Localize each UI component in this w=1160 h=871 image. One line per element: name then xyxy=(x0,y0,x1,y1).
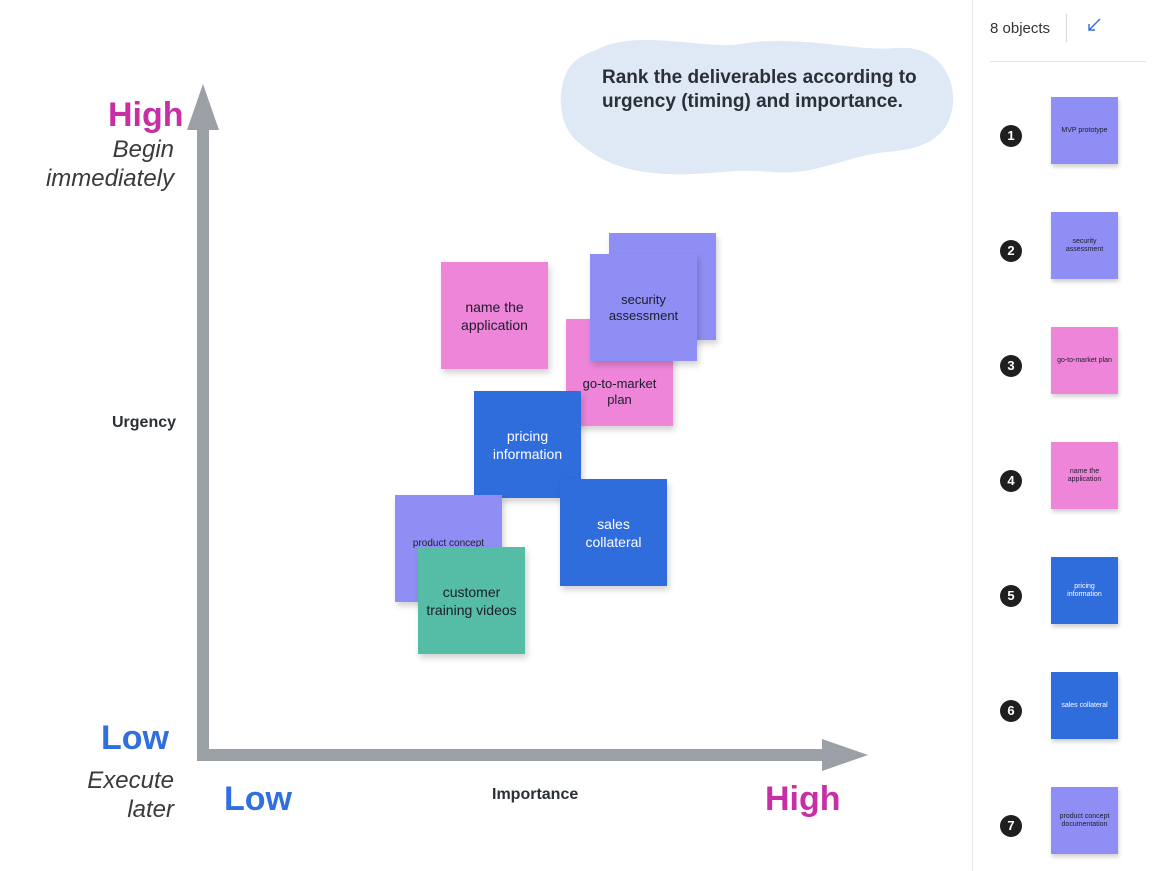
collapse-arrow-icon[interactable] xyxy=(1082,17,1106,41)
item-thumbnail-text: pricing information xyxy=(1067,582,1102,598)
sticky-note-customer-training-videos[interactable]: customer training videos xyxy=(418,547,525,654)
y-axis-high-sub-line-2: immediately xyxy=(45,165,174,192)
list-item[interactable]: 4 name the application xyxy=(990,442,1150,514)
item-thumbnail-text: name the application xyxy=(1067,467,1102,483)
sticky-note-text: sales collateral xyxy=(585,515,642,550)
sticky-note-security-assessment[interactable]: security assessment xyxy=(590,254,697,361)
rank-number-badge: 6 xyxy=(1000,700,1022,722)
item-thumbnail-text: security assessment xyxy=(1065,237,1104,253)
y-axis-low-subtitle: Execute later xyxy=(87,766,174,824)
item-thumbnail-text: MVP prototype xyxy=(1061,126,1108,134)
sticky-note-text: security assessment xyxy=(608,291,679,323)
item-thumbnail-text: go-to-market plan xyxy=(1057,356,1112,364)
y-axis-low-label: Low xyxy=(101,719,169,757)
object-count: 8 objects xyxy=(990,20,1051,37)
sticky-note-sales-collateral[interactable]: sales collateral xyxy=(560,479,667,586)
rank-number-badge: 3 xyxy=(1000,355,1022,377)
item-thumbnail[interactable]: security assessment xyxy=(1051,212,1118,279)
board-canvas[interactable]: Rank the deliverables according to urgen… xyxy=(0,0,972,871)
rank-number-badge: 7 xyxy=(1000,815,1022,837)
rank-number-badge: 1 xyxy=(1000,125,1022,147)
list-item[interactable]: 3 go-to-market plan xyxy=(990,327,1150,399)
list-item[interactable]: 7 product concept documentation xyxy=(990,787,1150,859)
rank-number-badge: 2 xyxy=(1000,240,1022,262)
y-axis-low-sub-line-1: Execute xyxy=(87,767,174,794)
item-thumbnail[interactable]: MVP prototype xyxy=(1051,97,1118,164)
y-axis-low-sub-line-2: later xyxy=(127,796,174,823)
axes xyxy=(187,84,868,771)
item-thumbnail[interactable]: product concept documentation xyxy=(1051,787,1118,854)
rank-number-badge: 5 xyxy=(1000,585,1022,607)
item-thumbnail[interactable]: name the application xyxy=(1051,442,1118,509)
item-thumbnail[interactable]: sales collateral xyxy=(1051,672,1118,739)
sticky-note-text: customer training videos xyxy=(426,583,517,618)
list-item[interactable]: 2 security assessment xyxy=(990,212,1150,284)
list-item[interactable]: 6 sales collateral xyxy=(990,672,1150,744)
y-axis-high-subtitle: Begin immediately xyxy=(46,135,174,193)
divider xyxy=(990,61,1146,62)
y-axis-high-sub-line-1: Begin xyxy=(112,136,174,163)
sticky-note-text: name the application xyxy=(461,298,528,333)
item-thumbnail-text: sales collateral xyxy=(1061,701,1108,709)
cloud-shape xyxy=(560,39,954,175)
item-thumbnail[interactable]: pricing information xyxy=(1051,557,1118,624)
x-axis-high-label: High xyxy=(765,780,841,818)
y-axis-high-label: High xyxy=(108,96,184,134)
item-thumbnail-text: product concept documentation xyxy=(1059,812,1110,828)
list-item[interactable]: 1 MVP prototype xyxy=(990,97,1150,169)
sticky-note-name-the-application[interactable]: name the application xyxy=(441,262,548,369)
item-thumbnail[interactable]: go-to-market plan xyxy=(1051,327,1118,394)
divider xyxy=(1066,14,1067,42)
sticky-note-text: product concept xyxy=(412,538,485,549)
instruction-text: Rank the deliverables according to urgen… xyxy=(602,67,917,112)
x-axis-low-label: Low xyxy=(224,780,292,818)
y-axis-name: Urgency xyxy=(112,414,177,431)
x-axis-name: Importance xyxy=(492,786,579,803)
sticky-note-text: go-to-market plan xyxy=(582,375,657,407)
list-item[interactable]: 5 pricing information xyxy=(990,557,1150,629)
rank-number-badge: 4 xyxy=(1000,470,1022,492)
sticky-note-text: pricing information xyxy=(492,427,563,462)
